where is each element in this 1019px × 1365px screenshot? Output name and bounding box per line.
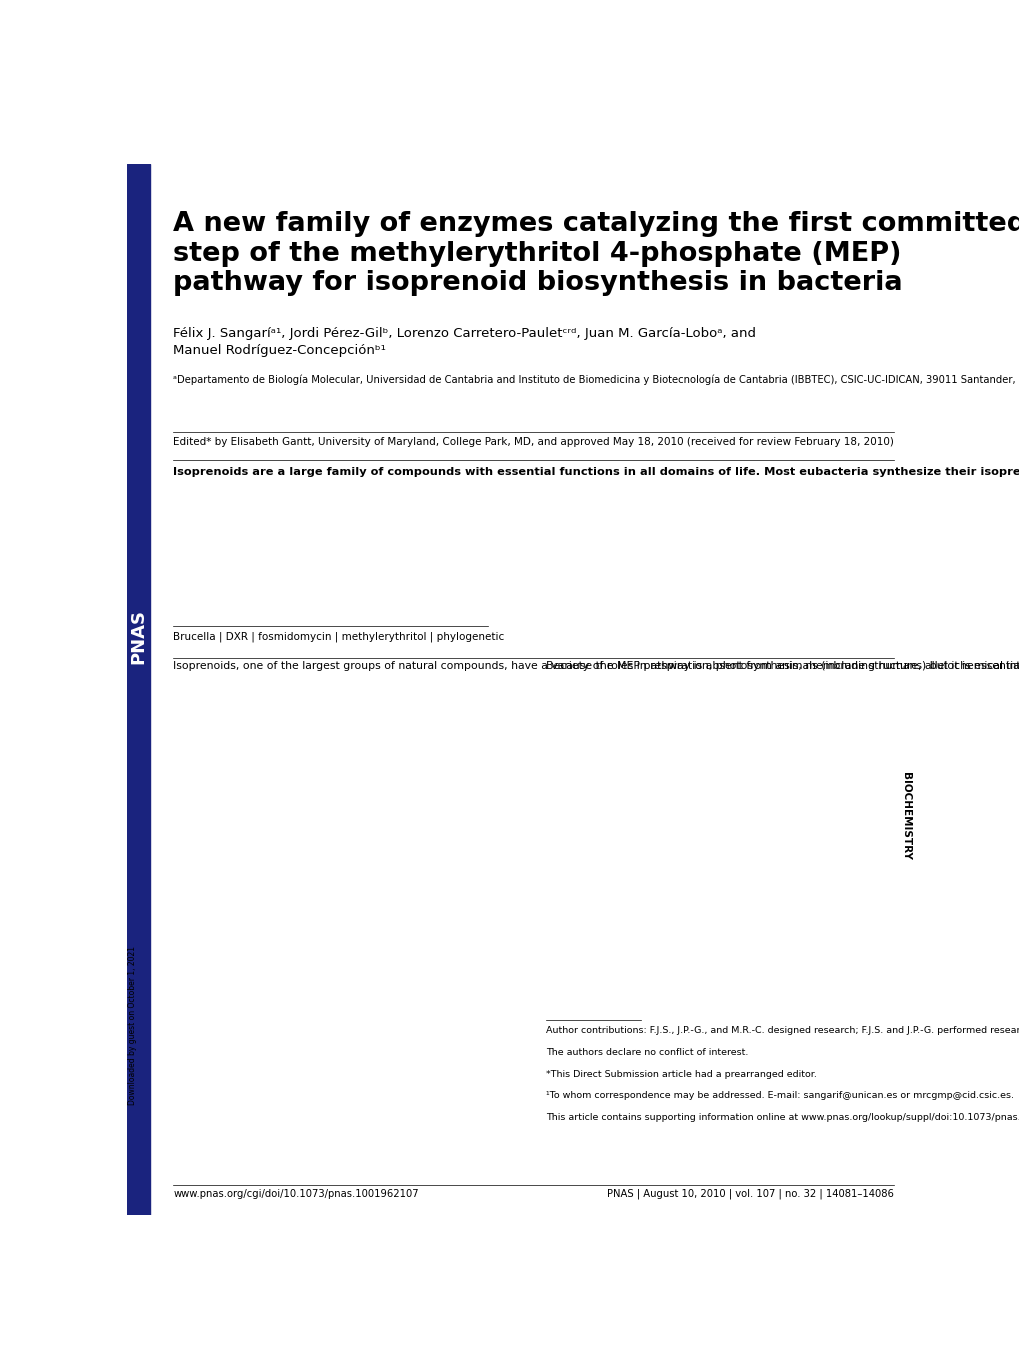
Text: BIOCHEMISTRY: BIOCHEMISTRY <box>900 771 910 860</box>
Text: Félix J. Sangaríᵃ¹, Jordi Pérez-Gilᵇ, Lorenzo Carretero-Pauletᶜʳᵈ, Juan M. Garcí: Félix J. Sangaríᵃ¹, Jordi Pérez-Gilᵇ, Lo… <box>173 326 756 356</box>
Text: ᵃDepartamento de Biología Molecular, Universidad de Cantabria and Instituto de B: ᵃDepartamento de Biología Molecular, Uni… <box>173 374 1019 385</box>
Text: PNAS | August 10, 2010 | vol. 107 | no. 32 | 14081–14086: PNAS | August 10, 2010 | vol. 107 | no. … <box>607 1189 894 1198</box>
Text: Because the MEP pathway is absent from animals (including humans) but it is esse: Because the MEP pathway is absent from a… <box>546 661 1019 672</box>
Text: Author contributions: F.J.S., J.P.-G., and M.R.-C. designed research; F.J.S. and: Author contributions: F.J.S., J.P.-G., a… <box>546 1025 1019 1122</box>
Text: www.pnas.org/cgi/doi/10.1073/pnas.1001962107: www.pnas.org/cgi/doi/10.1073/pnas.100196… <box>173 1189 419 1198</box>
Text: PNAS: PNAS <box>129 609 148 665</box>
Text: A new family of enzymes catalyzing the first committed
step of the methylerythri: A new family of enzymes catalyzing the f… <box>173 212 1019 296</box>
Bar <box>127 164 150 1215</box>
Text: Brucella | DXR | fosmidomycin | methylerythritol | phylogenetic: Brucella | DXR | fosmidomycin | methyler… <box>173 632 504 642</box>
Text: Downloaded by guest on October 1, 2021: Downloaded by guest on October 1, 2021 <box>127 946 137 1106</box>
Text: Isoprenoids, one of the largest groups of natural compounds, have a variety of r: Isoprenoids, one of the largest groups o… <box>173 661 1019 672</box>
Text: Isoprenoids are a large family of compounds with essential functions in all doma: Isoprenoids are a large family of compou… <box>173 467 1019 476</box>
Text: Edited* by Elisabeth Gantt, University of Maryland, College Park, MD, and approv: Edited* by Elisabeth Gantt, University o… <box>173 437 894 448</box>
